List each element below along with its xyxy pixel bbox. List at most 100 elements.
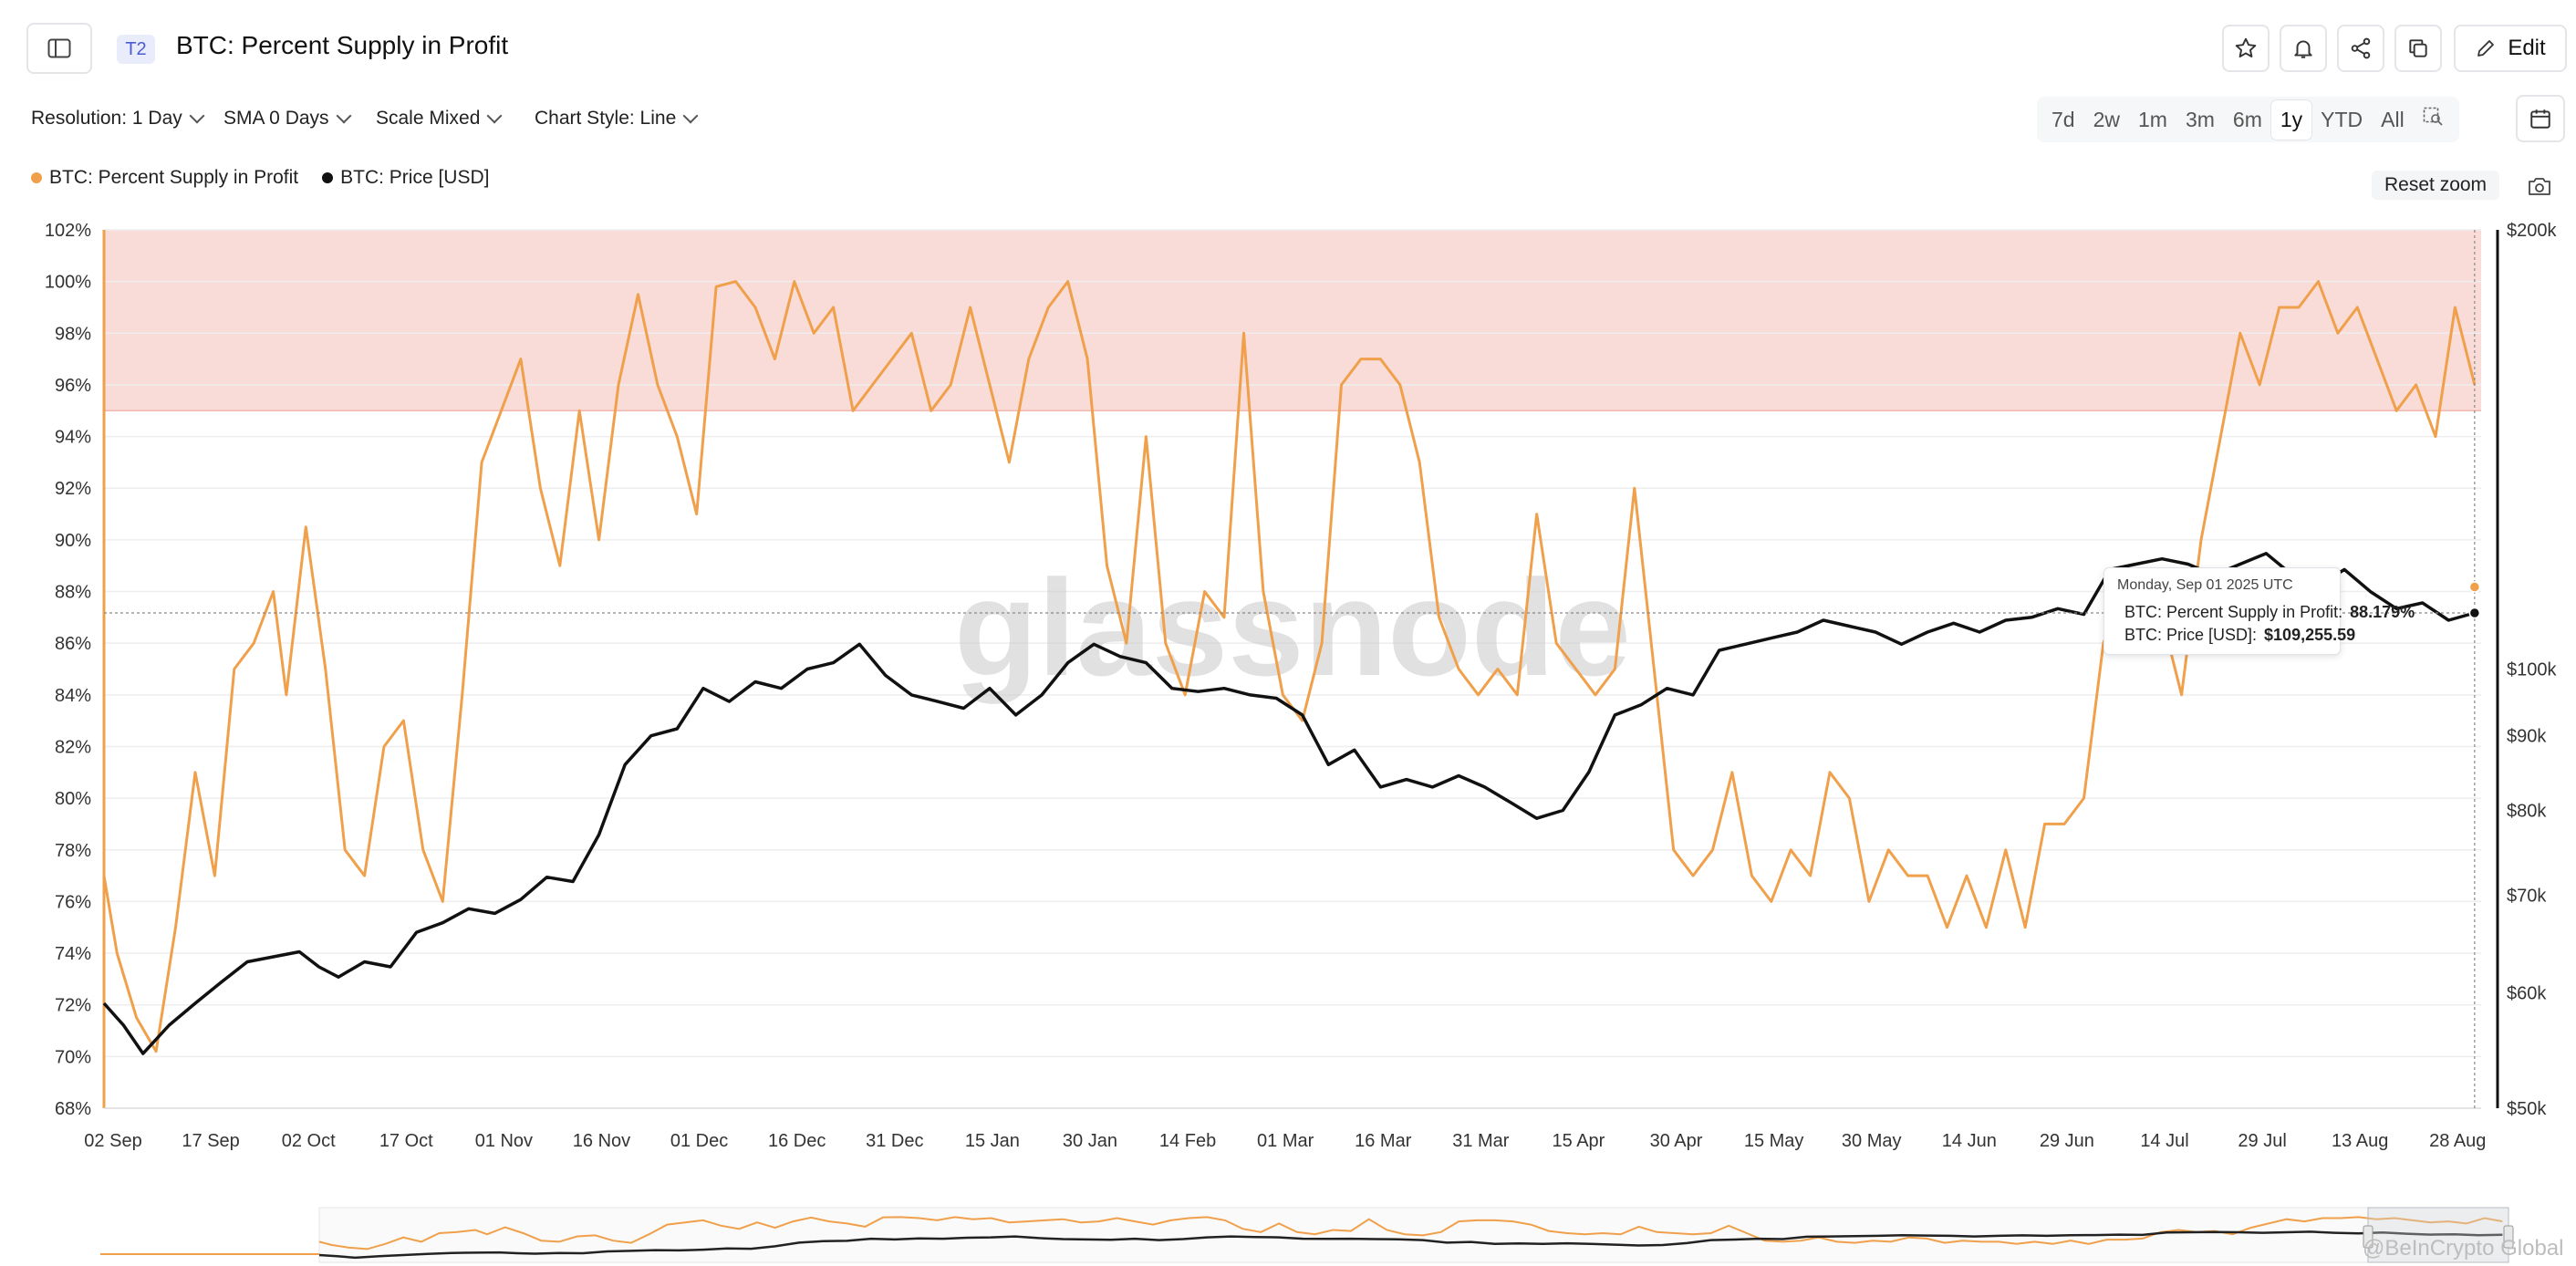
navigator-series-price xyxy=(318,1230,2503,1260)
y-right-tick: $90k xyxy=(2507,727,2547,747)
x-tick: 17 Oct xyxy=(379,1131,433,1151)
y-left-tick: 86% xyxy=(55,634,91,654)
x-tick: 28 Aug xyxy=(2429,1131,2486,1151)
range-7d[interactable]: 7d xyxy=(2051,107,2075,131)
favorite-button[interactable] xyxy=(2222,25,2270,72)
x-tick: 16 Nov xyxy=(573,1131,630,1151)
legend-dot xyxy=(31,172,42,183)
range-ytd[interactable]: YTD xyxy=(2321,107,2363,131)
y-left-tick: 92% xyxy=(55,479,91,499)
chevron-down-icon xyxy=(189,108,205,124)
range-all[interactable]: All xyxy=(2381,107,2405,131)
x-tick: 16 Mar xyxy=(1355,1131,1412,1151)
tooltip-s2-value: $109,255.59 xyxy=(2264,626,2356,644)
y-left-tick: 90% xyxy=(55,531,91,551)
sidebar-icon xyxy=(47,38,71,58)
y-right-tick: $200k xyxy=(2507,221,2557,241)
x-tick: 30 Apr xyxy=(1650,1131,1703,1151)
legend-item-price[interactable]: BTC: Price [USD] xyxy=(322,167,489,189)
range-2w[interactable]: 2w xyxy=(2093,107,2120,131)
range-1y[interactable]: 1y xyxy=(2270,99,2312,140)
x-tick: 29 Jul xyxy=(2238,1131,2286,1151)
scale-label: Scale Mixed xyxy=(376,108,481,129)
legend-label: BTC: Percent Supply in Profit xyxy=(49,167,299,188)
chart-tooltip: Monday, Sep 01 2025 UTC BTC: Percent Sup… xyxy=(2103,567,2415,655)
pencil-icon xyxy=(2477,40,2495,57)
y-left-tick: 78% xyxy=(55,841,91,861)
x-tick: 29 Jun xyxy=(2040,1131,2094,1151)
y-left-tick: 80% xyxy=(55,789,91,809)
y-left-tick: 102% xyxy=(45,221,91,241)
y-left-tick: 82% xyxy=(55,737,91,757)
y-left-tick: 98% xyxy=(55,324,91,344)
duplicate-button[interactable] xyxy=(2394,25,2442,72)
share-icon xyxy=(2351,37,2371,59)
navigator-selection xyxy=(2367,1207,2509,1263)
navigator-series-supply xyxy=(318,1216,2503,1250)
tier-badge: T2 xyxy=(117,35,155,64)
y-left-tick: 88% xyxy=(55,583,91,603)
chevron-down-icon xyxy=(486,108,503,124)
page-title: BTC: Percent Supply in Profit xyxy=(176,31,509,59)
resolution-select[interactable]: Resolution: 1 Day xyxy=(31,108,205,130)
y-left-tick: 72% xyxy=(55,996,91,1016)
resolution-label: Resolution: 1 Day xyxy=(31,108,182,129)
chevron-down-icon xyxy=(336,108,352,124)
scale-select[interactable]: Scale Mixed xyxy=(376,108,503,130)
edit-label: Edit xyxy=(2508,36,2546,60)
legend-label: BTC: Price [USD] xyxy=(340,167,490,188)
profit-zone xyxy=(104,230,2481,411)
calendar-icon xyxy=(2530,109,2550,129)
alert-button[interactable] xyxy=(2280,25,2327,72)
navigator-chart[interactable]: @BeInCrypto Global xyxy=(0,1195,2576,1266)
chart-legend: BTC: Percent Supply in Profit BTC: Price… xyxy=(31,167,489,189)
y-left-tick: 94% xyxy=(55,428,91,448)
zoom-select-button[interactable] xyxy=(2414,99,2454,140)
star-icon xyxy=(2235,37,2257,57)
edit-button[interactable]: Edit xyxy=(2454,25,2567,72)
x-tick: 17 Sep xyxy=(182,1131,239,1151)
x-tick: 16 Dec xyxy=(768,1131,826,1151)
x-tick: 14 Jun xyxy=(1942,1131,1997,1151)
y-left-tick: 70% xyxy=(55,1047,91,1067)
sma-select[interactable]: SMA 0 Days xyxy=(223,108,352,130)
tooltip-s1-value: 88.179% xyxy=(2350,603,2415,621)
hover-point-supply xyxy=(2468,581,2481,593)
tooltip-date: Monday, Sep 01 2025 UTC xyxy=(2117,577,2293,593)
y-right-tick: $80k xyxy=(2507,802,2547,822)
y-right-tick: $100k xyxy=(2507,660,2557,680)
range-6m[interactable]: 6m xyxy=(2232,107,2262,131)
copy-icon xyxy=(2409,39,2427,57)
range-1m[interactable]: 1m xyxy=(2138,107,2167,131)
x-tick: 01 Mar xyxy=(1257,1131,1314,1151)
x-tick: 02 Sep xyxy=(84,1131,141,1151)
chevron-down-icon xyxy=(682,108,699,124)
y-left-tick: 96% xyxy=(55,376,91,396)
tooltip-s2-label: BTC: Price [USD]: xyxy=(2124,626,2258,644)
chart-style-select[interactable]: Chart Style: Line xyxy=(535,108,699,130)
chart-style-label: Chart Style: Line xyxy=(535,108,677,129)
navigator-handle-right xyxy=(2503,1225,2514,1249)
share-button[interactable] xyxy=(2337,25,2384,72)
range-3m[interactable]: 3m xyxy=(2185,107,2215,131)
sma-label: SMA 0 Days xyxy=(223,108,329,129)
x-tick: 15 Jan xyxy=(965,1131,1020,1151)
sidebar-toggle-button[interactable] xyxy=(26,23,92,74)
main-chart[interactable]: 68% 70% 72% 74% 76% 78% 80% 82% 84% 86% 88% 90% 92% 9… xyxy=(0,210,2576,1195)
screenshot-button[interactable] xyxy=(2527,175,2552,202)
y-right-tick: $60k xyxy=(2507,983,2547,1003)
legend-item-supply[interactable]: BTC: Percent Supply in Profit xyxy=(31,167,298,189)
y-left-tick: 68% xyxy=(55,1099,91,1119)
reset-zoom-button[interactable]: Reset zoom xyxy=(2372,171,2500,200)
x-tick: 15 May xyxy=(1744,1131,1804,1151)
y-right-tick: $70k xyxy=(2507,886,2547,906)
x-tick: 31 Mar xyxy=(1452,1131,1510,1151)
x-tick: 01 Nov xyxy=(475,1131,533,1151)
calendar-button[interactable] xyxy=(2516,95,2565,142)
legend-dot xyxy=(322,172,334,183)
x-tick: 30 Jan xyxy=(1063,1131,1117,1151)
x-tick: 14 Jul xyxy=(2140,1131,2188,1151)
y-left-tick: 74% xyxy=(55,944,91,964)
range-selector: 7d 2w 1m 3m 6m 1y YTD All xyxy=(2037,97,2459,142)
x-tick: 30 May xyxy=(1842,1131,1902,1151)
